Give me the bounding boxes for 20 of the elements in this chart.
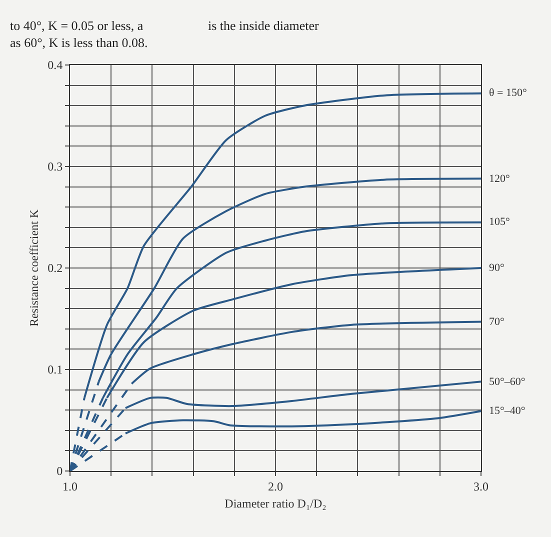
series-label: 50°–60°	[489, 376, 526, 388]
series-label: 90°	[489, 262, 504, 274]
y-tick-label: 0.3	[48, 160, 63, 174]
y-tick-label: 0.1	[48, 362, 63, 377]
series-label: θ = 150°	[489, 87, 527, 99]
x-tick-label: 2.0	[268, 479, 283, 494]
y-tick-label: 0.2	[48, 261, 63, 276]
y-axis-title: Resistance coefficient K	[26, 209, 41, 327]
series-label: 15°–40°	[489, 405, 526, 417]
text: to 40°, K = 0.05 or less, a	[10, 18, 144, 33]
series-label: 105°	[489, 216, 510, 228]
series-label: 70°	[489, 316, 504, 328]
x-tick-label: 3.0	[474, 479, 488, 494]
text: is the inside diameter	[208, 18, 320, 33]
y-tick-label: 0	[56, 464, 63, 478]
y-tick-label: 0.4	[48, 58, 63, 72]
series-label: 120°	[489, 173, 510, 185]
x-axis-title: Diameter ratio D₁/D₂	[224, 496, 326, 510]
text: as 60°, K is less than 0.08.	[10, 35, 148, 50]
x-tick-label: 1.0	[62, 479, 78, 494]
